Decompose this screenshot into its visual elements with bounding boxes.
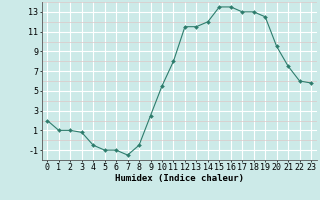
X-axis label: Humidex (Indice chaleur): Humidex (Indice chaleur) xyxy=(115,174,244,183)
